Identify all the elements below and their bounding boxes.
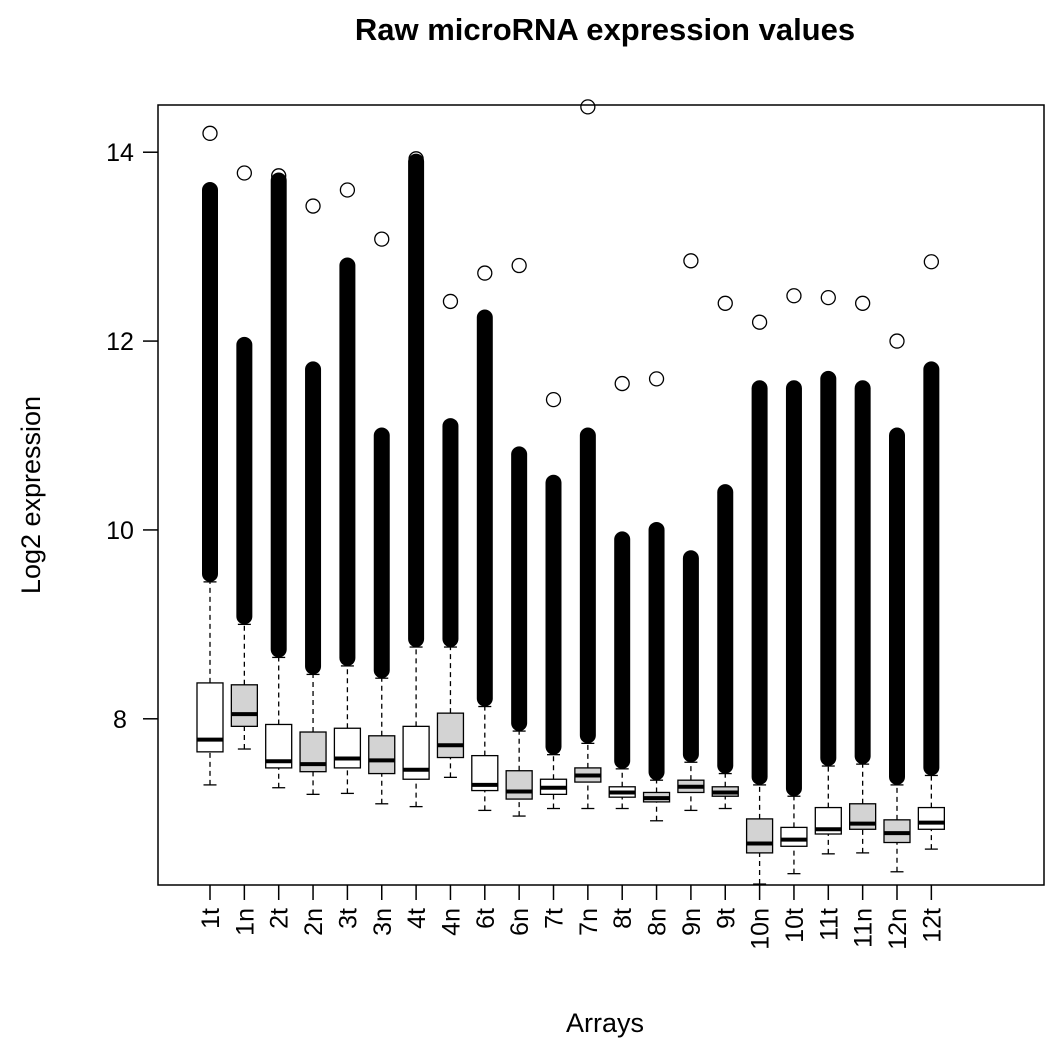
outlier	[786, 288, 802, 304]
outlier	[717, 295, 733, 311]
x-tick-label: 8n	[644, 908, 672, 936]
outlier	[442, 293, 459, 310]
outlier	[408, 151, 424, 167]
outlier	[305, 198, 321, 214]
x-tick-label: 12n	[884, 908, 912, 950]
y-tick-label: 12	[106, 328, 134, 356]
outlier	[648, 371, 665, 387]
outlier	[580, 99, 596, 115]
outlier-column	[202, 181, 218, 582]
outlier-column	[442, 418, 459, 648]
outlier	[202, 125, 218, 141]
outlier-column	[236, 336, 253, 625]
outlier-column	[682, 550, 699, 763]
outlier	[889, 333, 905, 349]
x-tick-label: 7t	[541, 908, 569, 929]
x-tick-label: 3t	[334, 908, 362, 929]
outlier	[855, 295, 871, 311]
box	[917, 806, 945, 830]
x-tick-label: 2t	[266, 908, 294, 929]
x-tick-label: 1t	[197, 908, 225, 929]
x-tick-label: 6t	[472, 908, 500, 929]
box	[505, 770, 533, 800]
outlier-column	[373, 427, 390, 679]
chart-title: Raw microRNA expression values	[355, 12, 855, 47]
outlier-column	[545, 474, 562, 755]
outlier-column	[854, 380, 871, 765]
outlier	[477, 265, 493, 281]
plot-frame	[157, 104, 1045, 886]
outlier	[545, 391, 562, 408]
x-tick-label: 8t	[609, 908, 637, 929]
outlier	[271, 168, 287, 184]
outlier-column	[408, 153, 425, 648]
y-axis-label: Log2 expression	[16, 396, 46, 594]
x-tick-label: 12t	[918, 908, 946, 943]
x-axis-label: Arrays	[566, 1008, 644, 1038]
outlier-column	[476, 309, 493, 707]
outlier-column	[511, 446, 528, 732]
y-tick-label: 10	[106, 517, 134, 545]
outlier-column	[614, 531, 631, 769]
x-tick-label: 9n	[678, 908, 706, 936]
outlier	[614, 375, 630, 392]
x-tick-label: 4t	[403, 908, 431, 929]
x-tick-label: 9t	[712, 908, 740, 929]
box	[230, 684, 259, 728]
x-tick-label: 11t	[815, 908, 843, 941]
box	[436, 712, 465, 759]
outlier	[374, 231, 390, 247]
x-tick-label: 6n	[506, 908, 534, 936]
outlier-column	[820, 370, 837, 767]
outlier	[923, 254, 939, 270]
outlier	[820, 289, 836, 306]
box	[368, 735, 396, 775]
outlier-column	[339, 257, 356, 666]
outlier	[683, 253, 699, 269]
box	[333, 727, 362, 769]
y-tick-label: 14	[106, 139, 134, 167]
outlier	[751, 314, 768, 330]
outlier-column	[305, 361, 322, 675]
outlier	[339, 182, 356, 198]
outlier-column	[751, 380, 768, 785]
x-tick-label: 10n	[747, 908, 775, 950]
x-tick-label: 2n	[300, 908, 328, 936]
x-tick-label: 7n	[575, 908, 603, 936]
outlier-column	[270, 172, 287, 658]
x-tick-label: 1n	[231, 908, 259, 936]
outlier	[236, 165, 253, 181]
outlier-column	[579, 427, 596, 744]
outlier-column	[923, 361, 940, 776]
box	[745, 818, 774, 854]
outlier-column	[785, 380, 802, 797]
box	[780, 826, 808, 847]
x-tick-label: 3n	[369, 908, 397, 936]
y-tick-label: 8	[113, 706, 127, 734]
x-tick-label: 10t	[781, 908, 809, 943]
x-tick-label: 4n	[437, 908, 465, 936]
outlier-column	[717, 484, 734, 774]
x-tick-label: 11n	[850, 908, 878, 948]
outlier-column	[889, 427, 905, 785]
outlier	[511, 257, 527, 274]
outlier-column	[648, 521, 665, 781]
